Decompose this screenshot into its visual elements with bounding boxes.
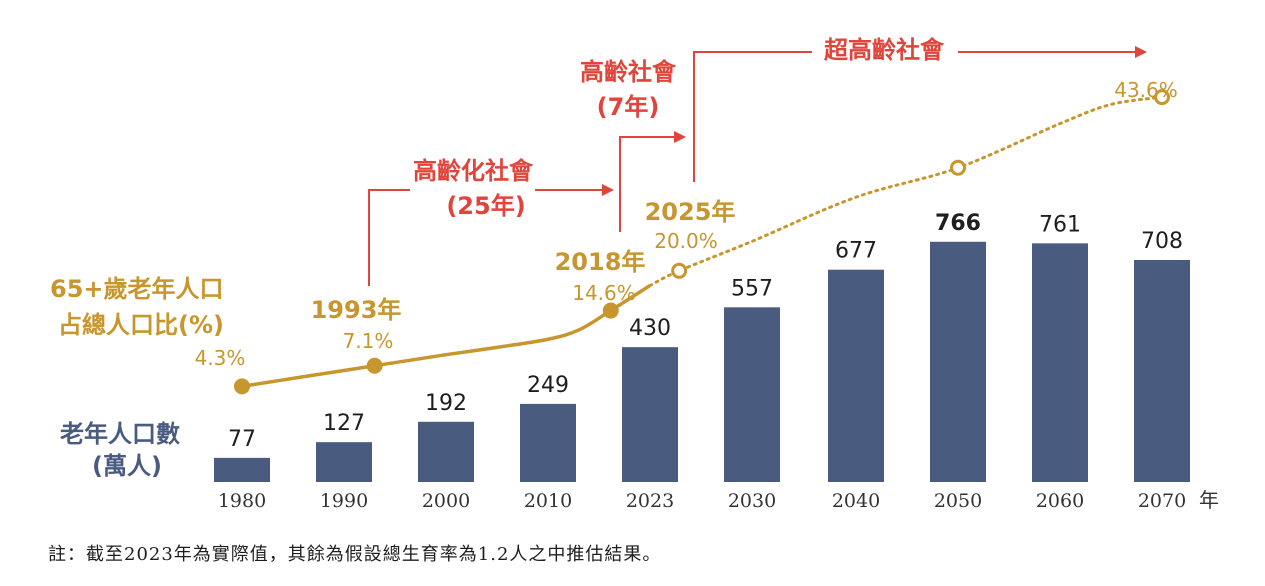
- line-solid-segment: [241, 284, 651, 389]
- x-tick-2023: 2023: [626, 490, 674, 512]
- bar-2010: [520, 403, 576, 482]
- bar-legend-label-1: 老年人口數: [60, 420, 180, 448]
- bar-value-2023: 430: [629, 316, 671, 341]
- x-tick-1980: 1980: [218, 490, 266, 512]
- bar-value-2010: 249: [527, 373, 569, 398]
- bar-value-2040: 677: [835, 239, 877, 264]
- stage3-left-line: [693, 51, 812, 182]
- bar-2060: [1032, 243, 1088, 482]
- stage-years-2: (7年): [597, 93, 660, 121]
- line-marker-1993: [366, 357, 383, 374]
- x-tick-2060: 2060: [1036, 490, 1084, 512]
- bar-2023: [622, 347, 678, 482]
- bars-group: 77 127 192 249 430 557 677 766 761 708: [214, 211, 1190, 482]
- marker-pct-2070: 43.6%: [1114, 78, 1178, 102]
- bar-value-1990: 127: [323, 411, 365, 436]
- ticks-group: 1980 1990 2000 2010 2023 2030 2040 2050 2060 2070: [218, 490, 1186, 512]
- x-tick-2070: 2070: [1138, 490, 1186, 512]
- line-marker-2018: [602, 302, 619, 319]
- marker-pct-2025: 20.0%: [654, 229, 718, 253]
- bar-2050: [930, 241, 986, 482]
- marker-pct-2018: 14.6%: [572, 281, 636, 305]
- bar-legend-label-2: (萬人): [92, 452, 162, 480]
- line-marker-2070: [1154, 89, 1170, 106]
- stage1-left-line: [368, 189, 410, 286]
- x-tick-2000: 2000: [422, 490, 470, 512]
- bar-2030: [724, 307, 780, 482]
- footnote: 註：截至2023年為實際值，其餘為假設總生育率為1.2人之中推估結果。: [48, 544, 662, 565]
- stages-group: 高齡化社會 (25年) 高齡社會 (7年) 超高齡社會: [368, 36, 1147, 286]
- bar-value-2000: 192: [425, 391, 467, 416]
- stage-name-1: 高齡化社會: [413, 157, 534, 185]
- stage3-arrow: [1135, 46, 1147, 58]
- line-marker-2025: [671, 262, 688, 279]
- marker-year-2025: 2025年: [645, 198, 736, 226]
- bar-2070: [1134, 259, 1190, 482]
- stage2-arrow: [674, 131, 686, 143]
- line-marker-2050: [950, 159, 966, 176]
- bar-2000: [418, 421, 474, 482]
- marker-pct-1980: 4.3%: [195, 346, 246, 370]
- bar-value-2070: 708: [1141, 229, 1183, 254]
- line-dotted-segment: [648, 95, 1164, 288]
- line-group: 4.3% 1993年 7.1% 2018年 14.6% 2025年 20.0% 43.6%: [195, 78, 1178, 395]
- x-tick-2010: 2010: [524, 490, 572, 512]
- line-legend-label-2: 占總人口比(%): [58, 311, 224, 339]
- bar-value-2060: 761: [1039, 212, 1081, 237]
- bar-value-2050: 766: [935, 211, 981, 236]
- bar-1980: [214, 457, 270, 482]
- x-tick-1990: 1990: [320, 490, 368, 512]
- x-tick-2040: 2040: [832, 490, 880, 512]
- stage-years-1: (25年): [446, 192, 525, 220]
- stage1-arrow: [602, 184, 614, 196]
- marker-year-2018: 2018年: [555, 248, 646, 276]
- bar-value-2030: 557: [731, 276, 773, 301]
- marker-year-1993: 1993年: [311, 296, 402, 324]
- stage-name-2: 高齡社會: [580, 58, 677, 86]
- stage2-left-line: [619, 136, 676, 232]
- x-unit-label: 年: [1199, 488, 1219, 512]
- x-tick-2030: 2030: [728, 490, 776, 512]
- line-marker-1980: [234, 378, 250, 395]
- bar-value-1980: 77: [228, 427, 256, 452]
- bar-2040: [828, 269, 884, 482]
- bar-1990: [316, 442, 372, 482]
- line-legend-label-1: 65+歲老年人口: [50, 275, 224, 303]
- x-tick-2050: 2050: [934, 490, 982, 512]
- marker-pct-1993: 7.1%: [343, 329, 394, 353]
- stage-name-3: 超高齡社會: [824, 36, 945, 64]
